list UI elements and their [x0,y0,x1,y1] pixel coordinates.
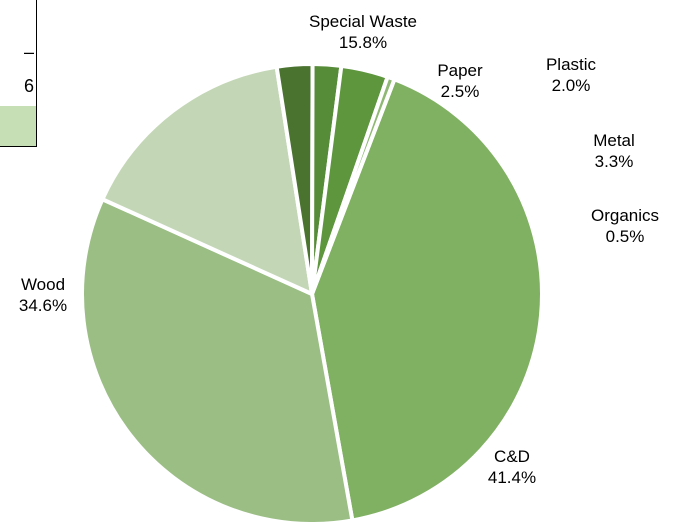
slice-value-special-waste: 15.8% [339,33,387,52]
pie-data-labels: C&D 41.4% Wood 34.6% Special Waste 15.8% Paper… [19,12,659,487]
slice-value-plastic: 2.0% [552,76,591,95]
slice-label-plastic: Plastic [546,55,597,74]
pie-slice-special-waste [100,64,314,296]
slice-value-c-and-d: 41.4% [488,468,536,487]
slice-label-special-waste: Special Waste [309,12,417,31]
slice-value-wood: 34.6% [19,296,67,315]
pie-slice-wood [80,197,355,522]
slice-value-paper: 2.5% [441,82,480,101]
pie-slice-organics [310,74,397,296]
pie-slice-c-and-d [310,77,544,522]
slice-value-organics: 0.5% [606,227,645,246]
cropped-panel-swatch [0,106,36,146]
slice-value-metal: 3.3% [595,152,634,171]
slice-label-wood: Wood [21,275,65,294]
slice-label-paper: Paper [437,61,483,80]
cropped-panel-text-top: – [23,42,34,62]
slice-label-c-and-d: C&D [494,447,530,466]
pie-slices [80,61,544,522]
slice-label-organics: Organics [591,206,659,225]
cropped-panel-text-bottom: 6 [23,76,34,96]
slice-label-metal: Metal [593,131,635,150]
cropped-side-panel: – 6 [0,0,37,147]
